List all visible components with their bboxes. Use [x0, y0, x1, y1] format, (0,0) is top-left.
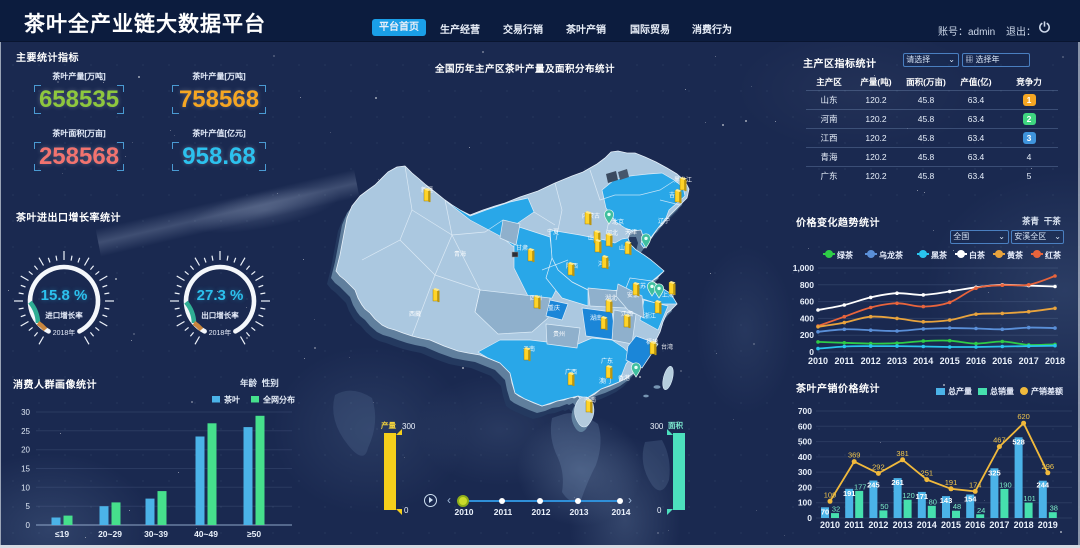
svg-text:191: 191 [945, 478, 958, 487]
svg-text:381: 381 [896, 449, 909, 458]
svg-text:2015: 2015 [941, 520, 961, 530]
svg-text:2010: 2010 [808, 356, 828, 366]
svg-text:湖南: 湖南 [590, 314, 602, 322]
svg-text:120: 120 [902, 491, 915, 500]
svg-text:广东: 广东 [601, 357, 613, 365]
svg-text:宁夏: 宁夏 [547, 228, 559, 236]
svg-text:茶叶: 茶叶 [223, 395, 240, 405]
svg-text:200: 200 [798, 482, 812, 492]
svg-text:青海: 青海 [454, 250, 466, 258]
svg-text:澳门: 澳门 [599, 377, 611, 385]
svg-text:528: 528 [1012, 437, 1025, 446]
svg-text:48: 48 [953, 502, 961, 511]
svg-text:2017: 2017 [1019, 356, 1039, 366]
svg-text:600: 600 [800, 297, 814, 307]
svg-text:171: 171 [916, 492, 929, 501]
svg-text:600: 600 [798, 421, 812, 431]
svg-text:200: 200 [800, 330, 814, 340]
svg-text:2018: 2018 [1014, 520, 1034, 530]
svg-text:0: 0 [809, 347, 814, 357]
svg-text:101: 101 [1023, 494, 1036, 503]
svg-text:620: 620 [1017, 412, 1030, 421]
svg-text:500: 500 [798, 437, 812, 447]
svg-text:5: 5 [26, 502, 31, 511]
svg-text:河北: 河北 [606, 229, 618, 237]
svg-text:20: 20 [21, 446, 30, 455]
svg-text:154: 154 [964, 495, 977, 504]
svg-text:50: 50 [880, 502, 888, 511]
svg-text:30~39: 30~39 [144, 529, 168, 539]
svg-text:天津: 天津 [625, 229, 637, 236]
svg-text:0: 0 [26, 521, 31, 530]
svg-text:109: 109 [824, 490, 837, 499]
svg-text:2012: 2012 [868, 520, 888, 530]
svg-text:296: 296 [1042, 462, 1055, 471]
svg-text:190: 190 [999, 481, 1012, 490]
svg-text:369: 369 [848, 451, 861, 460]
svg-text:台湾: 台湾 [661, 343, 673, 351]
svg-text:20~29: 20~29 [98, 529, 122, 539]
svg-text:24: 24 [977, 506, 985, 515]
svg-text:2015: 2015 [940, 356, 960, 366]
svg-text:80: 80 [929, 497, 937, 506]
svg-text:2017: 2017 [989, 520, 1009, 530]
svg-text:2014: 2014 [913, 356, 933, 366]
svg-text:40~49: 40~49 [194, 529, 218, 539]
svg-text:174: 174 [969, 480, 982, 489]
svg-text:15: 15 [21, 465, 30, 474]
svg-text:2014: 2014 [917, 520, 937, 530]
svg-text:香港: 香港 [618, 374, 630, 382]
svg-text:2012: 2012 [861, 356, 881, 366]
svg-text:2019: 2019 [1038, 520, 1058, 530]
svg-text:400: 400 [798, 452, 812, 462]
svg-text:800: 800 [800, 280, 814, 290]
svg-text:143: 143 [940, 496, 953, 505]
svg-text:10: 10 [21, 483, 30, 492]
svg-text:辽宁: 辽宁 [658, 217, 670, 225]
svg-text:245: 245 [867, 481, 880, 490]
svg-text:2011: 2011 [835, 356, 855, 366]
svg-text:400: 400 [800, 313, 814, 323]
svg-text:32: 32 [832, 505, 840, 514]
svg-text:浙江: 浙江 [644, 312, 656, 320]
svg-text:467: 467 [993, 436, 1006, 445]
svg-text:2013: 2013 [893, 520, 913, 530]
svg-text:西藏: 西藏 [409, 310, 421, 318]
svg-text:0: 0 [807, 513, 812, 523]
svg-text:甘肃: 甘肃 [516, 244, 528, 252]
svg-text:1,000: 1,000 [793, 263, 815, 273]
svg-text:2010: 2010 [820, 520, 840, 530]
svg-text:2016: 2016 [992, 356, 1012, 366]
svg-text:251: 251 [921, 469, 934, 478]
svg-text:300: 300 [798, 467, 812, 477]
svg-text:北京: 北京 [612, 218, 624, 226]
svg-text:2011: 2011 [844, 520, 864, 530]
svg-text:244: 244 [1037, 481, 1050, 490]
svg-text:2016: 2016 [966, 356, 986, 366]
svg-text:湖北: 湖北 [605, 294, 617, 302]
svg-text:江苏: 江苏 [634, 282, 646, 290]
svg-text:25: 25 [21, 427, 30, 436]
svg-text:30: 30 [21, 408, 30, 417]
svg-text:292: 292 [872, 462, 885, 471]
svg-text:2013: 2013 [887, 356, 907, 366]
svg-text:325: 325 [988, 468, 1001, 477]
svg-text:261: 261 [891, 478, 904, 487]
svg-text:2018: 2018 [1045, 356, 1065, 366]
svg-text:上海: 上海 [662, 291, 674, 299]
svg-text:38: 38 [1050, 504, 1058, 513]
svg-text:重庆: 重庆 [548, 304, 560, 312]
svg-text:≥50: ≥50 [247, 529, 261, 539]
svg-text:100: 100 [798, 498, 812, 508]
svg-text:贵州: 贵州 [553, 330, 565, 338]
svg-text:177: 177 [854, 482, 867, 491]
svg-text:≤19: ≤19 [55, 529, 69, 539]
svg-text:2016: 2016 [965, 520, 985, 530]
svg-text:广西: 广西 [565, 368, 577, 376]
svg-text:全网分布: 全网分布 [262, 395, 295, 405]
svg-text:700: 700 [798, 406, 812, 416]
svg-text:191: 191 [843, 489, 856, 498]
svg-text:70: 70 [821, 507, 829, 516]
